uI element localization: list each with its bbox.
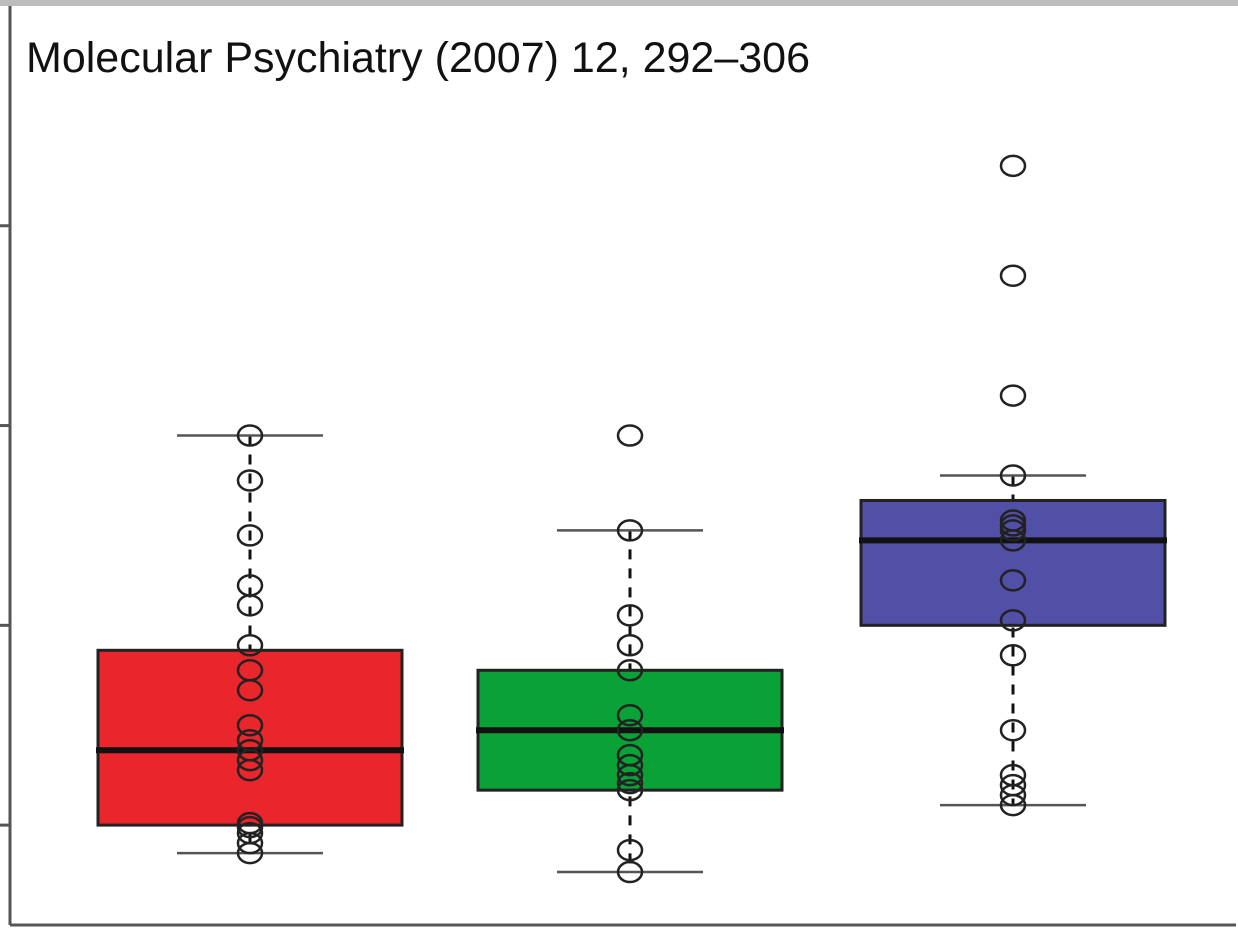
data-point-0-14 — [236, 574, 264, 597]
data-point-0-7 — [236, 738, 264, 762]
data-point-2-10 — [999, 509, 1027, 532]
outlier-point-2-0 — [999, 384, 1027, 407]
data-point-1-7 — [616, 718, 644, 742]
outlier-point-2-2 — [999, 154, 1027, 178]
box-0 — [96, 648, 404, 827]
data-point-2-4 — [999, 718, 1027, 742]
data-point-0-4 — [236, 811, 264, 835]
outlier-point-1-0 — [616, 424, 644, 447]
data-point-0-9 — [236, 713, 264, 737]
data-point-1-10 — [616, 634, 644, 657]
data-point-1-1 — [616, 838, 644, 862]
data-point-1-5 — [616, 753, 644, 777]
data-point-2-9 — [999, 519, 1027, 542]
data-point-2-12 — [999, 464, 1027, 487]
data-point-2-6 — [999, 609, 1027, 632]
data-point-1-3 — [616, 771, 644, 795]
data-point-0-17 — [236, 424, 264, 447]
data-point-0-16 — [236, 469, 264, 492]
data-point-1-11 — [616, 604, 644, 627]
data-point-0-11 — [236, 659, 264, 682]
data-point-0-8 — [236, 728, 264, 752]
data-point-1-12 — [616, 519, 644, 542]
data-point-0-15 — [236, 524, 264, 547]
plot-frame-top — [0, 0, 1238, 6]
data-point-1-0 — [616, 860, 644, 884]
citation-text: Molecular Psychiatry (2007) 12, 292–306 — [26, 34, 810, 82]
data-point-0-12 — [236, 634, 264, 657]
data-point-1-6 — [616, 743, 644, 767]
data-point-2-7 — [999, 569, 1027, 592]
data-point-2-3 — [999, 763, 1027, 787]
data-point-1-2 — [616, 778, 644, 802]
data-point-2-11 — [999, 514, 1027, 537]
data-point-2-2 — [999, 773, 1027, 797]
data-point-1-8 — [616, 703, 644, 727]
data-point-0-2 — [236, 821, 264, 845]
data-point-1-9 — [616, 659, 644, 682]
outlier-point-2-1 — [999, 264, 1027, 287]
data-point-2-5 — [999, 644, 1027, 667]
